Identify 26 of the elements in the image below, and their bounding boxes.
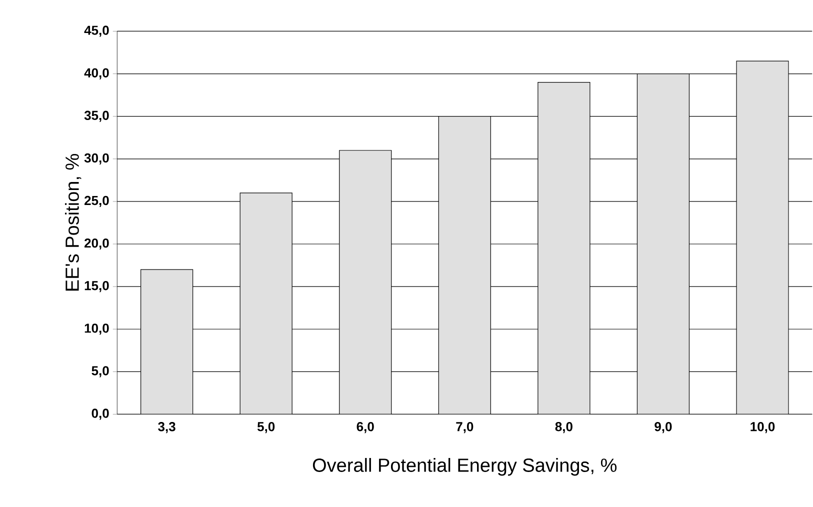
bar — [339, 150, 392, 414]
x-tick-label: 9,0 — [654, 422, 672, 434]
x-tick-label: 7,0 — [456, 422, 474, 434]
x-tick-label: 10,0 — [750, 422, 775, 434]
y-tick-label: 35,0 — [84, 110, 109, 122]
y-tick-label: 5,0 — [92, 366, 109, 378]
bar — [736, 60, 789, 414]
y-tick-label: 45,0 — [84, 26, 109, 37]
bar — [636, 73, 690, 414]
y-tick-label: 25,0 — [84, 196, 109, 207]
y-tick-label: 15,0 — [84, 281, 109, 292]
bar — [240, 192, 292, 414]
x-tick-label: 3,3 — [158, 422, 176, 434]
bar — [538, 82, 590, 414]
x-axis-title: Overall Potential Energy Savings, % — [312, 458, 617, 476]
y-axis-title: EE's Position, % — [64, 154, 82, 291]
y-tick-label: 40,0 — [84, 68, 109, 80]
x-tick-label: 8,0 — [555, 422, 572, 434]
x-tick-label: 6,0 — [356, 422, 374, 434]
y-tick-label: 10,0 — [84, 324, 109, 335]
y-tick-label: 0,0 — [92, 408, 109, 420]
x-tick-label: 5,0 — [257, 422, 275, 434]
bar — [140, 269, 194, 414]
y-tick-label: 20,0 — [84, 238, 109, 250]
bar — [438, 116, 491, 414]
y-tick-label: 30,0 — [84, 153, 109, 164]
